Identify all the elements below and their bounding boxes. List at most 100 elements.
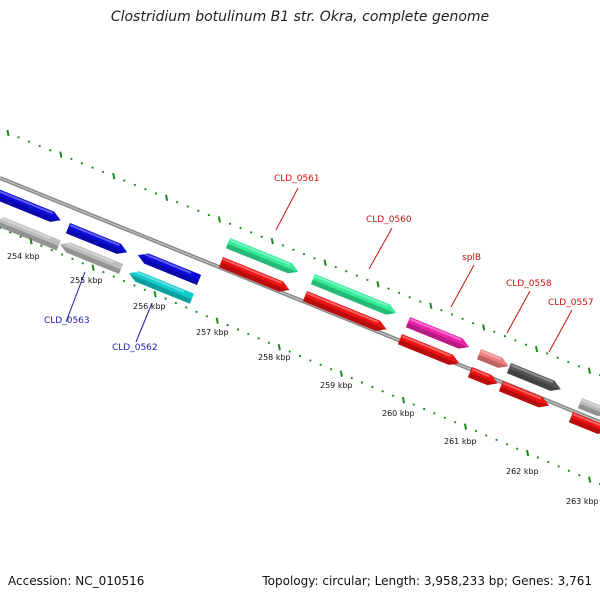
ruler-dot (433, 412, 436, 415)
leader-line (368, 227, 393, 270)
ruler-dot (319, 363, 322, 366)
gene-arrow-highlight (69, 224, 120, 247)
tick-label: 257 kbp (196, 328, 229, 337)
ruler-tick (526, 449, 530, 457)
gene-feature (506, 363, 561, 391)
gene-arrow (498, 381, 550, 408)
gene-arrow-highlight (222, 258, 282, 284)
ruler-tick (429, 302, 433, 310)
ruler-dot (123, 279, 126, 283)
ruler-dot (329, 368, 333, 371)
ruler-dot (524, 343, 528, 346)
ruler-dot (423, 407, 426, 411)
ruler-dot (288, 350, 291, 353)
leader-line (506, 290, 531, 334)
gene-feature (397, 334, 460, 365)
ruler-dot (392, 394, 395, 397)
ruler-dot (81, 262, 84, 265)
ruler-tick (534, 345, 539, 353)
ruler-tick (588, 476, 592, 483)
gene-arrow-highlight (572, 413, 600, 427)
gene-arrow-highlight (139, 251, 192, 274)
gene-arrow-highlight (409, 318, 462, 341)
ruler-dot (516, 447, 519, 450)
leader-line (548, 309, 573, 353)
ruler-dot (461, 317, 464, 320)
ruler-tick (323, 259, 327, 266)
gene-label: CLD_0562 (112, 343, 158, 353)
ruler-tick (6, 129, 10, 137)
tick-label: 256 kbp (133, 302, 166, 311)
ruler-dot (454, 421, 457, 424)
gene-label: CLD_0560 (366, 215, 412, 225)
gene-arrow (506, 363, 561, 391)
gene-feature (225, 238, 299, 274)
gene-feature (577, 398, 600, 417)
ruler-dot (17, 136, 20, 139)
ruler-dot (250, 231, 253, 234)
gene-arrow (137, 253, 202, 286)
ruler-dot (164, 297, 167, 300)
ruler-dot (567, 469, 571, 472)
ruler-dot (102, 170, 105, 173)
ruler-dot (546, 352, 549, 355)
gene-labels: CLD_0563 CLD_0562 CLD_0561 CLD_0560 splB CLD_… (44, 174, 594, 353)
ruler-dot (355, 274, 358, 277)
ruler-dot (567, 360, 570, 364)
gene-arrow (310, 274, 397, 315)
gene-feature (302, 291, 387, 331)
gene-feature (476, 349, 509, 368)
gene-arrow-highlight (401, 335, 452, 358)
ruler-tick (164, 194, 169, 202)
ruler-dot (408, 296, 411, 299)
ruler-dot (493, 330, 496, 333)
outer-ruler-dots (6, 129, 600, 377)
gene-feature (405, 317, 470, 349)
ruler-dot (112, 275, 115, 278)
ruler-dot (19, 235, 22, 238)
gene-feature (137, 251, 202, 286)
tick-label: 254 kbp (7, 252, 40, 261)
ruler-tick-labels: 254 kbp 255 kbp 256 kbp 257 kbp 258 kbp 259 k… (7, 252, 599, 506)
leader-line (65, 271, 86, 323)
ruler-tick (270, 237, 274, 245)
ruler-dot (260, 235, 263, 238)
gene-arrow-highlight (314, 275, 389, 307)
ruler-dot (345, 270, 348, 273)
gene-arrow-highlight (61, 240, 114, 263)
ruler-dot (133, 183, 136, 186)
ruler-dot (578, 474, 581, 477)
ruler-dot (226, 324, 229, 327)
gene-arrow-highlight (471, 368, 491, 378)
ruler-dot (144, 188, 147, 191)
ruler-dot (9, 231, 12, 234)
gene-arrow-highlight (510, 364, 554, 384)
accession-text: Accession: NC_010516 (8, 574, 145, 588)
ruler-dot (366, 278, 369, 282)
gene-arrow-highlight (581, 399, 600, 409)
genome-backbone (0, 176, 600, 424)
ruler-dot (485, 434, 488, 437)
ruler-dot (557, 465, 560, 468)
ruler-dot (440, 309, 443, 312)
gene-label: splB (462, 253, 481, 263)
ruler-dot (474, 429, 477, 433)
gene-feature (0, 215, 61, 251)
ruler-dot (236, 328, 240, 331)
ruler-tick (587, 367, 592, 374)
gene-label: CLD_0558 (506, 279, 552, 289)
gene-arrow (59, 242, 124, 275)
ruler-tick (215, 317, 219, 324)
gene-arrow-highlight (0, 215, 52, 240)
tick-label: 262 kbp (506, 467, 539, 476)
ruler-dot (0, 226, 2, 230)
ruler-dot (195, 310, 198, 313)
ruler-dot (443, 416, 446, 419)
gene-arrow-highlight (306, 292, 379, 324)
tick-label: 255 kbp (70, 276, 103, 285)
leader-line (275, 187, 299, 231)
gene-arrow-highlight (130, 269, 185, 293)
ruler-tick (463, 423, 468, 430)
ruler-dot (577, 365, 580, 368)
